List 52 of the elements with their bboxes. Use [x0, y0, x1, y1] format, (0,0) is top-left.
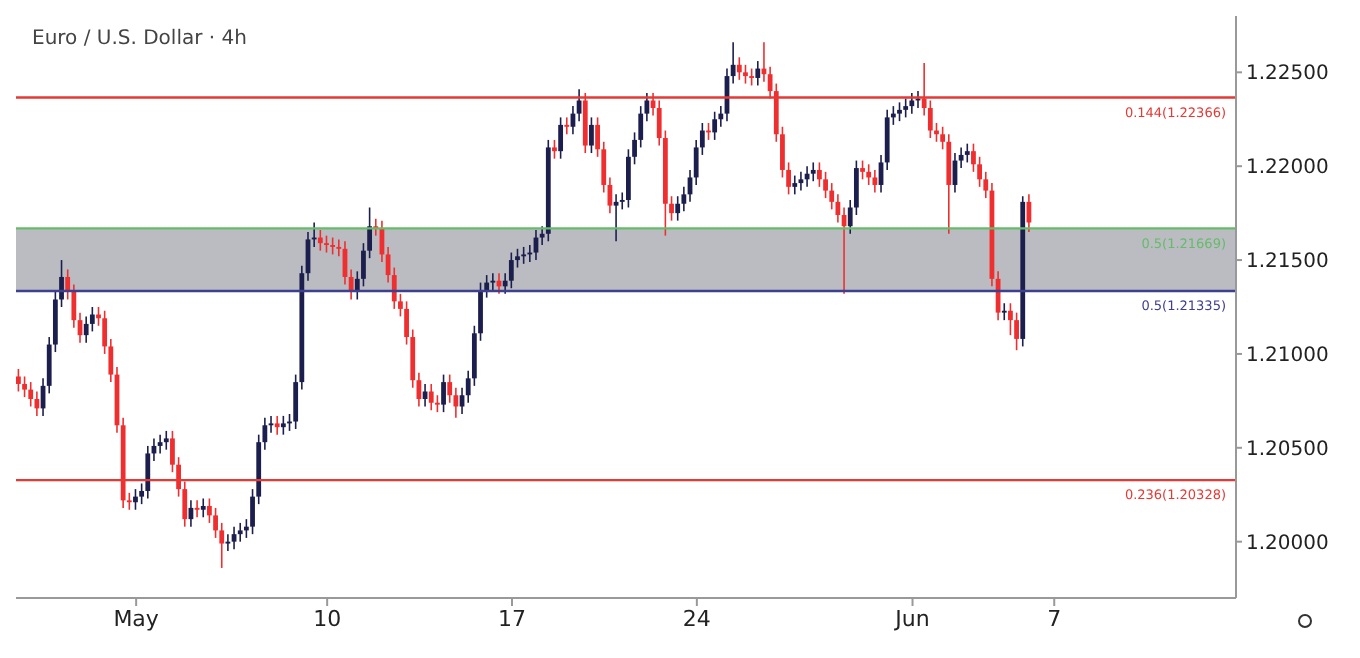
candlestick	[16, 368, 21, 393]
x-tick-label: 10	[313, 605, 342, 632]
candlestick	[866, 163, 872, 186]
candlestick	[860, 159, 865, 181]
candlestick	[792, 174, 798, 196]
candlestick	[1001, 302, 1007, 321]
candlestick	[903, 97, 909, 119]
candlestick	[145, 445, 151, 500]
x-tick-label: 17	[498, 605, 527, 632]
candlestick	[909, 92, 915, 115]
candlestick	[428, 383, 434, 412]
candlestick	[946, 133, 952, 235]
candlestick	[964, 142, 970, 164]
candlestick	[736, 56, 742, 81]
text: Euro / U.S. Dollar · 4h	[32, 28, 247, 50]
y-tick-label: 1.21500	[1246, 251, 1329, 274]
candlestick	[225, 533, 231, 552]
candlestick	[441, 373, 446, 413]
candlestick	[872, 169, 878, 194]
candlestick	[133, 488, 138, 511]
y-tick-label: 1.20500	[1246, 438, 1329, 461]
x-tick-label: May	[113, 605, 160, 632]
y-tick-label: 1.21000	[1246, 345, 1329, 368]
candlestick	[274, 415, 280, 436]
candlestick	[810, 161, 816, 183]
candlestick	[712, 110, 718, 141]
candlestick	[83, 315, 89, 344]
candlestick	[552, 139, 557, 160]
candlestick	[200, 497, 206, 519]
candlestick	[755, 60, 761, 87]
x-tick-label: 7	[1047, 605, 1062, 632]
candlestick	[280, 415, 286, 436]
candlestick	[675, 195, 681, 222]
candlestick	[508, 251, 514, 290]
candlestick	[317, 229, 323, 252]
candlestick	[897, 101, 902, 122]
candlestick	[157, 433, 163, 455]
candlestick	[558, 116, 564, 160]
candlestick	[589, 116, 594, 154]
y-tick-label: 1.20000	[1246, 532, 1329, 555]
y-tick-label: 1.22500	[1246, 63, 1329, 86]
candlestick	[1014, 311, 1019, 351]
candlestick	[34, 390, 40, 417]
x-tick-label: Jun	[893, 605, 930, 632]
candlestick	[490, 272, 496, 291]
candlestick	[743, 64, 748, 85]
candlestick	[237, 522, 243, 543]
candlestick	[28, 381, 34, 408]
candlestick	[163, 430, 169, 451]
y-tick-label: 1.22000	[1246, 157, 1329, 180]
candlestick	[564, 116, 570, 136]
x-tick-label: 24	[682, 605, 711, 632]
